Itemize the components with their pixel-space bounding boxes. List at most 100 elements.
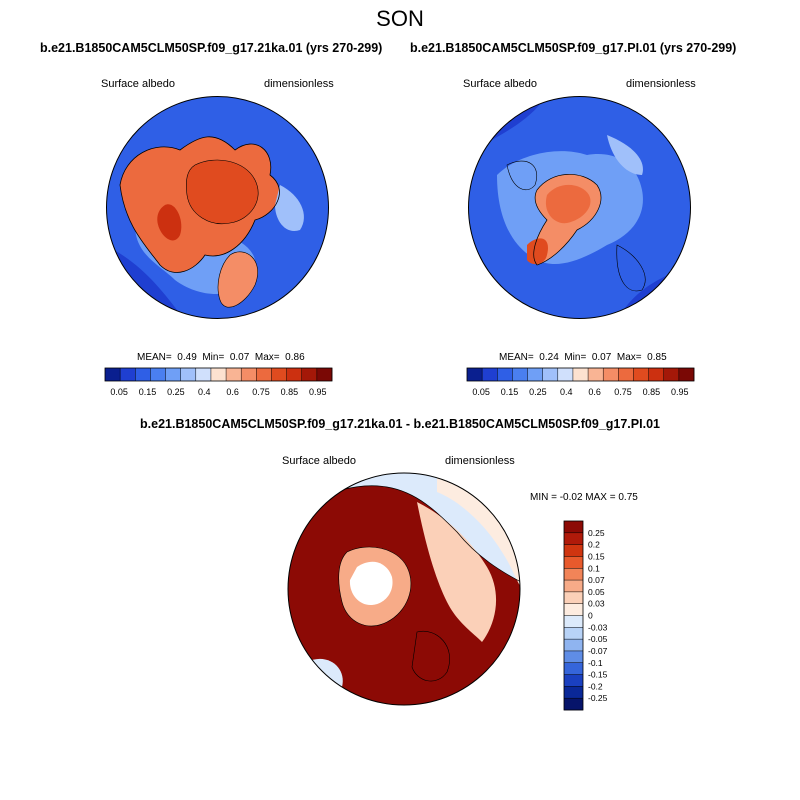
right-stats: MEAN= 0.24 Min= 0.07 Max= 0.85 — [499, 352, 667, 363]
right-max-label: Max= — [616, 352, 642, 363]
diff-colorbar-tick-label: -0.25 — [588, 693, 608, 703]
diff-colorbar-tick-label: 0.25 — [588, 528, 605, 538]
diff-colorbar-tick-label: -0.05 — [588, 634, 608, 644]
right-mean-label: MEAN= — [499, 352, 534, 363]
right-mean-value: 0.24 — [539, 352, 559, 363]
right-colorbar: 0.05 0.15 0.25 0.4 0.6 0.75 0.85 0.95 — [466, 367, 695, 397]
right-colorbar-swatch — [527, 368, 543, 381]
right-colorbar-swatch — [663, 368, 680, 381]
left-min-value: 0.07 — [229, 352, 250, 363]
diff-panel-title: b.e21.B1850CAM5CLM50SP.f09_g17.21ka.01 -… — [140, 417, 660, 431]
left-colorbar-swatch — [271, 368, 287, 381]
diff-colorbar-tick-label: -0.15 — [588, 670, 608, 680]
right-colorbar-swatch — [497, 368, 513, 381]
right-colorbar-swatch — [482, 368, 498, 381]
right-colorbar-swatch — [603, 368, 619, 381]
right-min-value: 0.07 — [591, 352, 612, 363]
diff-colorbar-swatch — [564, 532, 583, 545]
right-colorbar-tick-label: 0.25 — [529, 387, 547, 397]
diff-map — [287, 472, 521, 706]
left-map — [106, 96, 329, 319]
left-colorbar-swatch — [135, 368, 151, 381]
diff-colorbar-swatch — [564, 698, 583, 711]
diff-colorbar: 0.25 0.20.15 0.1 0.07 0.05 0.03 0-0.03 -0.05 -0.… — [563, 520, 608, 711]
diff-colorbar-swatch — [564, 556, 583, 569]
diff-colorbar-swatch — [564, 544, 583, 557]
right-colorbar-tick-label: 0.05 — [472, 387, 490, 397]
left-colorbar-swatch — [210, 368, 227, 381]
diff-colorbar-swatch — [564, 568, 583, 581]
right-colorbar-swatch — [512, 368, 528, 381]
left-stats: MEAN= 0.49 Min= 0.07 Max= 0.86 — [137, 352, 305, 363]
diff-colorbar-swatch — [564, 521, 583, 534]
right-colorbar-swatch — [467, 368, 483, 381]
right-colorbar-tick-label: 0.4 — [560, 387, 573, 397]
left-variable-label: Surface albedo — [101, 78, 175, 90]
diff-colorbar-swatch — [564, 650, 583, 664]
left-colorbar-tick-label: 0.85 — [281, 387, 299, 397]
left-colorbar-tick-label: 0.4 — [198, 387, 211, 397]
diff-colorbar-swatch — [564, 662, 583, 675]
left-colorbar-tick-label: 0.6 — [226, 387, 239, 397]
right-colorbar-swatch — [633, 368, 649, 381]
left-colorbar-swatch — [226, 368, 242, 381]
left-colorbar-swatch — [105, 368, 121, 381]
right-variable-label: Surface albedo — [463, 78, 537, 90]
diff-colorbar-tick-label: -0.2 — [588, 681, 603, 691]
diff-units-label: dimensionless — [445, 455, 515, 467]
left-colorbar-swatch — [256, 368, 272, 381]
left-colorbar-swatch — [316, 368, 333, 381]
right-colorbar-swatch — [557, 368, 574, 381]
right-colorbar-swatch — [648, 368, 665, 381]
left-colorbar: 0.05 0.15 0.25 0.4 0.6 0.75 0.85 0.95 — [104, 367, 333, 397]
diff-colorbar-tick-label: 0.2 — [588, 540, 600, 550]
left-colorbar-swatch — [286, 368, 303, 381]
left-colorbar-swatch — [180, 368, 197, 381]
right-colorbar-tick-label: 0.15 — [501, 387, 519, 397]
left-max-label: Max= — [254, 352, 280, 363]
right-colorbar-tick-label: 0.95 — [671, 387, 689, 397]
left-colorbar-tick-label: 0.25 — [167, 387, 185, 397]
right-colorbar-tick-label: 0.6 — [588, 387, 601, 397]
left-colorbar-tick-label: 0.05 — [110, 387, 128, 397]
right-colorbar-swatch — [678, 368, 695, 381]
diff-colorbar-tick-label: 0.03 — [588, 599, 605, 609]
right-colorbar-tick-label: 0.75 — [614, 387, 632, 397]
left-colorbar-swatch — [120, 368, 136, 381]
left-colorbar-tick-label: 0.75 — [252, 387, 270, 397]
left-colorbar-tick-label: 0.95 — [309, 387, 327, 397]
diff-colorbar-swatch — [564, 674, 583, 687]
right-max-value: 0.85 — [647, 352, 667, 363]
diff-minmax-stats: MIN = -0.02 MAX = 0.75 — [530, 492, 638, 503]
diff-colorbar-swatch — [564, 615, 583, 628]
left-min-label: Min= — [202, 352, 225, 363]
diff-colorbar-tick-label: -0.03 — [588, 622, 608, 632]
left-panel-title: b.e21.B1850CAM5CLM50SP.f09_g17.21ka.01 (… — [40, 41, 383, 55]
right-min-label: Min= — [564, 352, 587, 363]
diff-colorbar-tick-label: 0.07 — [588, 575, 605, 585]
diff-colorbar-swatch — [564, 686, 583, 699]
left-units-label: dimensionless — [264, 78, 334, 90]
left-colorbar-swatch — [165, 368, 181, 381]
diff-colorbar-tick-label: 0.05 — [588, 587, 605, 597]
season-title: SON — [376, 6, 424, 31]
left-colorbar-tick-label: 0.15 — [139, 387, 157, 397]
diff-colorbar-swatch — [564, 580, 583, 593]
right-colorbar-swatch — [588, 368, 604, 381]
right-map — [468, 96, 691, 319]
left-mean-value: 0.49 — [177, 352, 197, 363]
diff-colorbar-swatch — [564, 627, 583, 640]
diff-variable-label: Surface albedo — [282, 455, 356, 467]
right-colorbar-swatch — [618, 368, 634, 381]
right-units-label: dimensionless — [626, 78, 696, 90]
left-colorbar-swatch — [301, 368, 318, 381]
left-max-value: 0.86 — [285, 352, 305, 363]
left-colorbar-swatch — [150, 368, 166, 381]
diff-colorbar-swatch — [564, 591, 583, 604]
diff-colorbar-tick-label: 0.15 — [588, 551, 605, 561]
diff-colorbar-tick-label: -0.1 — [588, 658, 603, 668]
right-colorbar-swatch — [572, 368, 589, 381]
diff-colorbar-swatch — [564, 603, 583, 616]
diff-colorbar-tick-label: 0 — [588, 611, 593, 621]
diff-colorbar-tick-label: -0.07 — [588, 646, 608, 656]
